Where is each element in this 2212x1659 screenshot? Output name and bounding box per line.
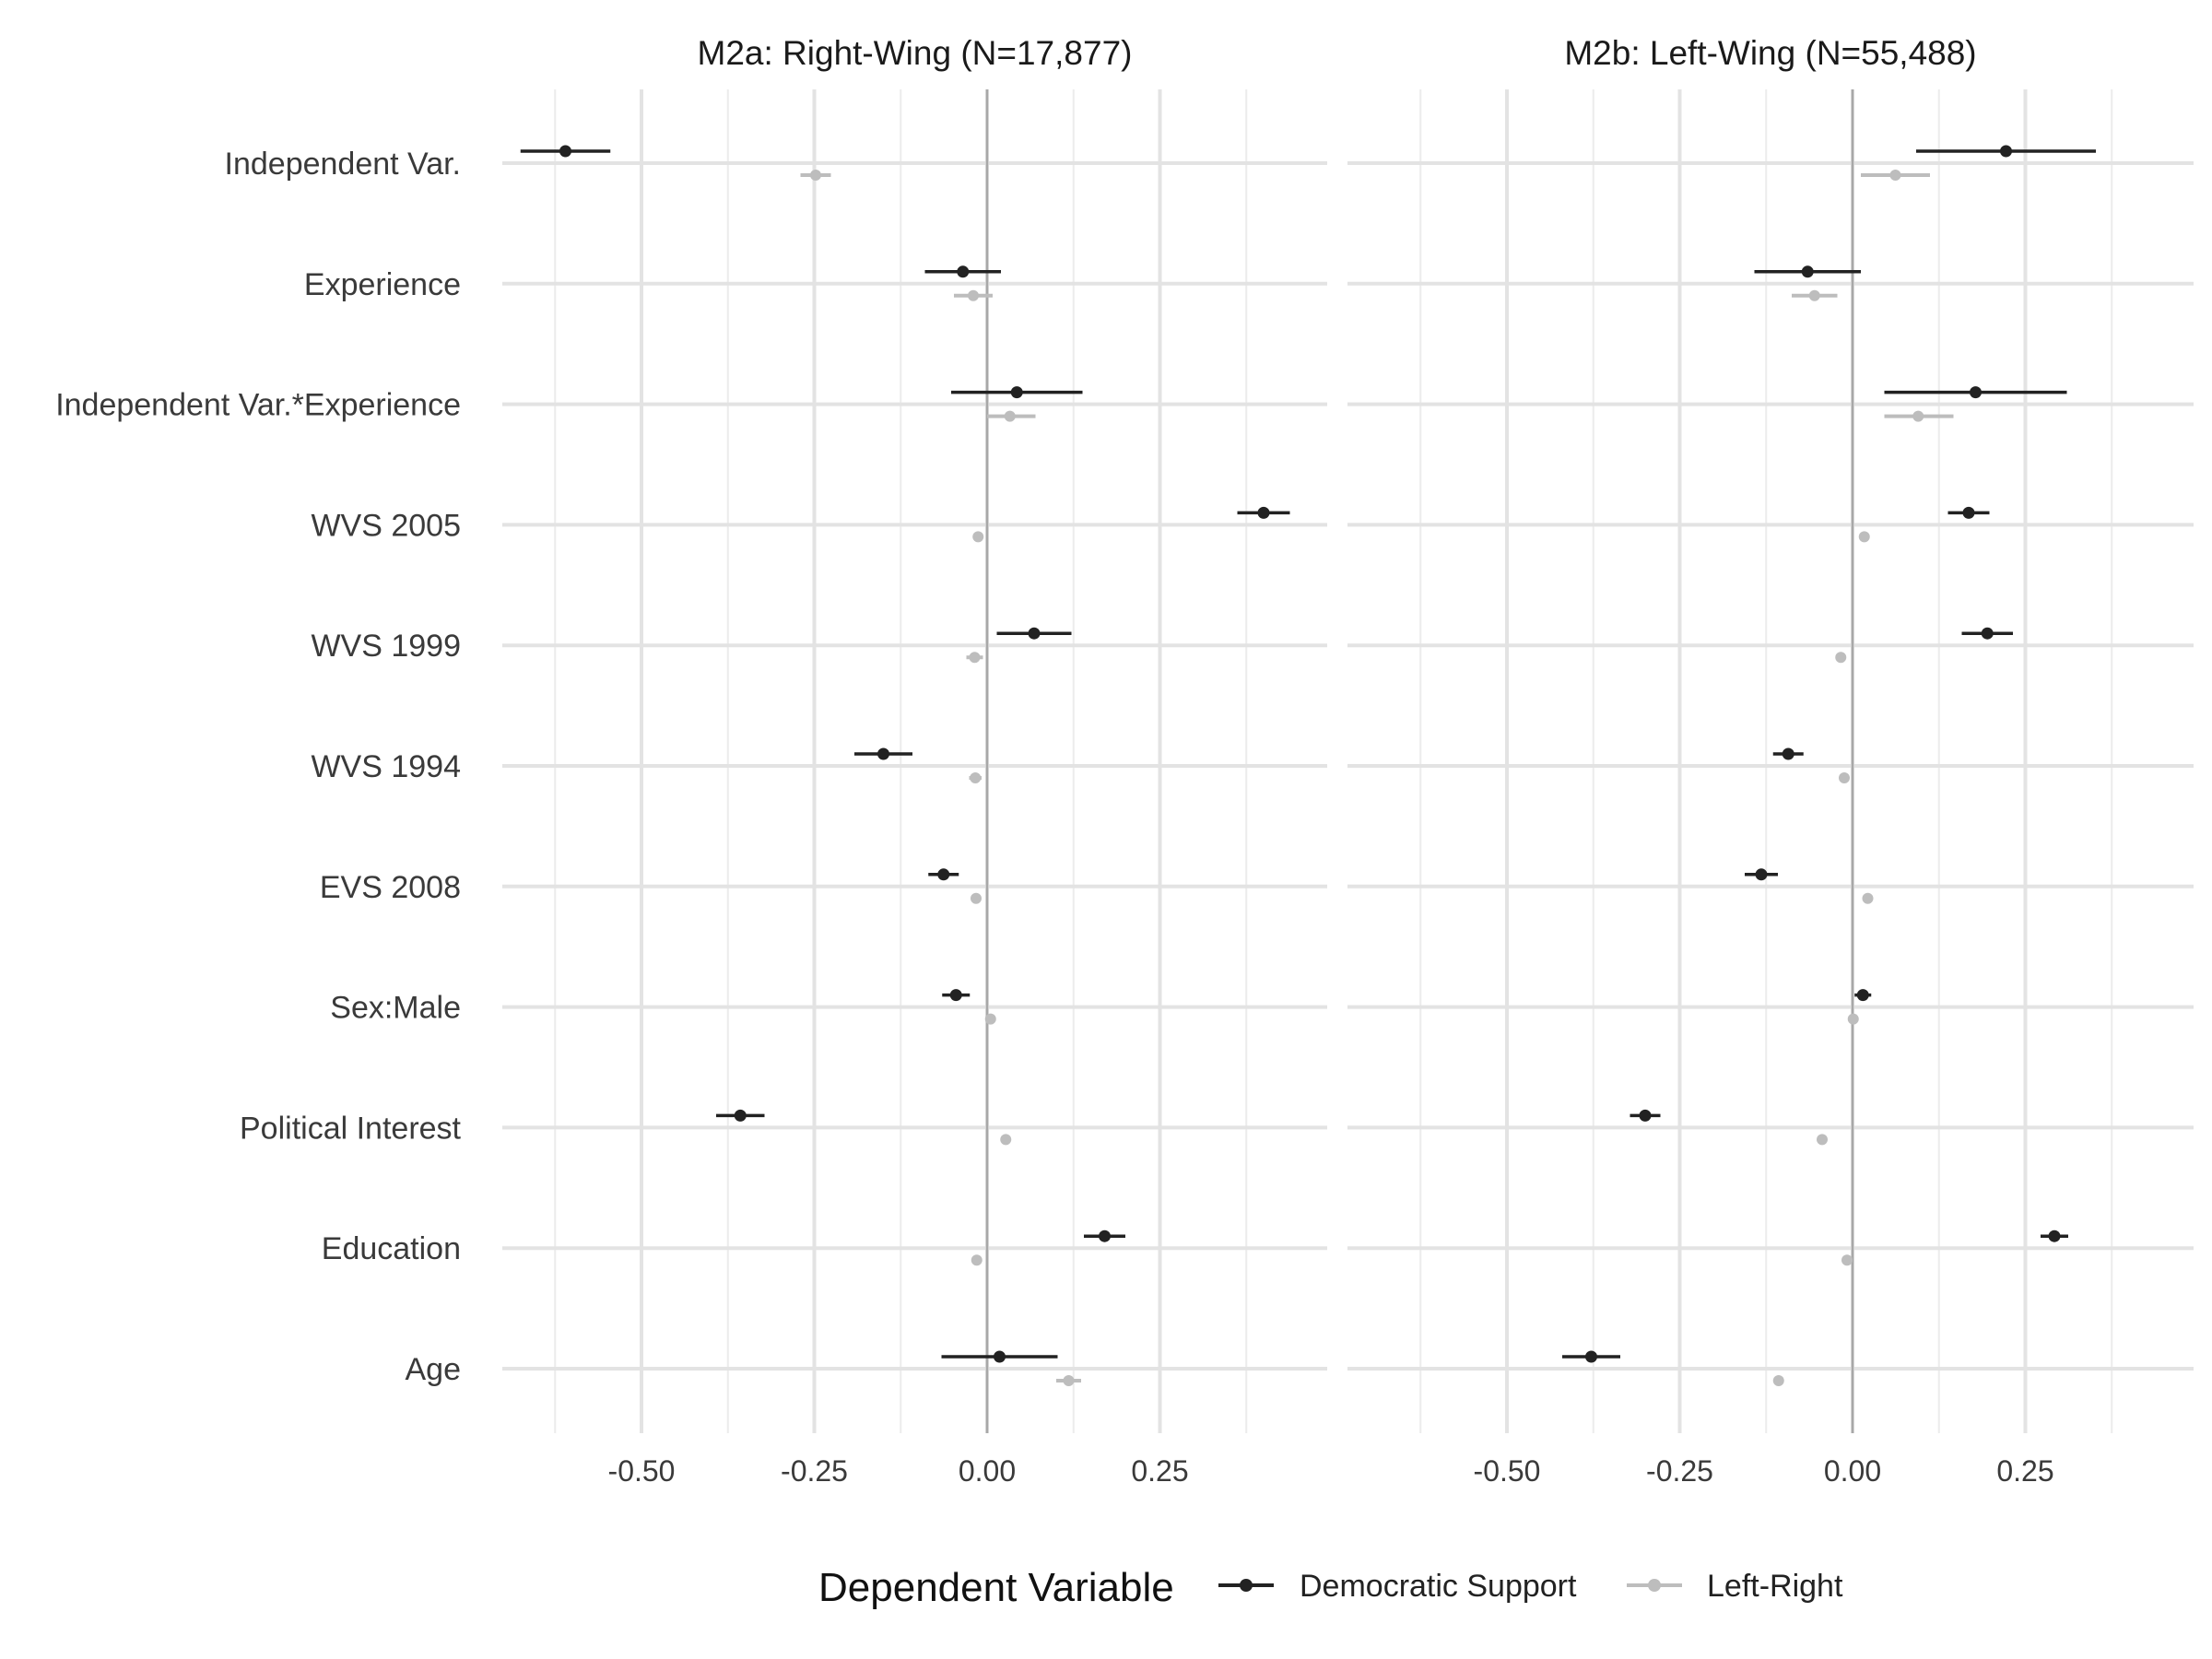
coefficient-point xyxy=(1010,386,1023,399)
coefficient-point xyxy=(2048,1230,2061,1242)
coefficient-point xyxy=(1063,1375,1075,1386)
coefficient-point xyxy=(968,289,979,301)
y-tick-label: WVS 1999 xyxy=(311,629,461,664)
coefficient-point xyxy=(994,1350,1006,1363)
coefficient-point xyxy=(972,531,984,543)
panel-title: M2a: Right-Wing (N=17,877) xyxy=(698,34,1133,72)
coefficient-point xyxy=(2000,145,2012,158)
coefficient-point xyxy=(1808,289,1820,301)
coefficient-point xyxy=(1841,1254,1853,1266)
x-tick-label: 0.00 xyxy=(959,1454,1016,1488)
coefficient-point xyxy=(559,145,571,158)
coefficient-point xyxy=(1858,531,1870,543)
coefficient-point xyxy=(1028,627,1041,640)
legend-item[interactable]: Democratic Support xyxy=(1218,1569,1577,1604)
x-tick-label: 0.25 xyxy=(1996,1454,2053,1488)
coefficient-point xyxy=(949,989,962,1002)
coefficient-point xyxy=(1839,772,1850,783)
coefficient-point xyxy=(1912,410,1924,422)
y-tick-label: Political Interest xyxy=(240,1111,462,1146)
coefficient-point xyxy=(984,1013,996,1025)
coefficient-point xyxy=(1889,170,1901,181)
y-tick-label: WVS 2005 xyxy=(311,508,461,543)
y-tick-label: Independent Var.*Experience xyxy=(55,388,461,423)
coefficient-point xyxy=(969,652,981,664)
coefficient-point xyxy=(971,892,982,904)
x-tick-label: 0.25 xyxy=(1131,1454,1188,1488)
coefficient-point xyxy=(1099,1230,1111,1242)
coefficient-point xyxy=(877,747,889,760)
coefficient-point xyxy=(937,868,950,881)
coefficient-point xyxy=(1585,1350,1597,1363)
coefficient-point xyxy=(1962,506,1975,519)
coefficient-point xyxy=(1835,652,1847,664)
coefficient-point xyxy=(1000,1134,1012,1146)
legend-label: Left-Right xyxy=(1707,1569,1843,1604)
coefficient-point xyxy=(1639,1109,1652,1122)
coefficient-point xyxy=(1817,1134,1828,1146)
coefficient-point xyxy=(1847,1013,1859,1025)
coefficient-point xyxy=(957,265,970,278)
coefficient-point xyxy=(1981,627,1994,640)
x-tick-label: -0.25 xyxy=(1646,1454,1713,1488)
legend-title: Dependent Variable xyxy=(818,1565,1174,1610)
y-tick-label: EVS 2008 xyxy=(320,870,461,905)
legend-key-point xyxy=(1648,1579,1661,1592)
y-tick-label: WVS 1994 xyxy=(311,749,461,784)
x-tick-label: 0.00 xyxy=(1824,1454,1881,1488)
coefficient-point xyxy=(1782,747,1794,760)
x-tick-label: -0.50 xyxy=(1474,1454,1541,1488)
coefficient-point xyxy=(810,170,821,181)
coefficient-point xyxy=(1862,892,1874,904)
coefficient-point xyxy=(1755,868,1768,881)
coefficient-point xyxy=(734,1109,747,1122)
coefficient-point xyxy=(1004,410,1016,422)
coefficient-point xyxy=(1801,265,1814,278)
x-tick-label: -0.50 xyxy=(608,1454,676,1488)
coefficient-point xyxy=(970,772,982,783)
legend-item[interactable]: Left-Right xyxy=(1627,1569,1843,1604)
coefficient-point xyxy=(1970,386,1982,399)
coefficient-point xyxy=(971,1254,982,1266)
y-tick-label: Experience xyxy=(304,267,461,302)
y-tick-label: Age xyxy=(406,1352,462,1387)
coefficient-point xyxy=(1856,989,1869,1002)
panel-title: M2b: Left-Wing (N=55,488) xyxy=(1564,34,1976,72)
legend-label: Democratic Support xyxy=(1300,1569,1577,1604)
legend-key-point xyxy=(1240,1579,1253,1592)
coefficient-point xyxy=(1257,506,1270,519)
y-tick-label: Independent Var. xyxy=(225,147,461,182)
x-tick-label: -0.25 xyxy=(781,1454,848,1488)
coefficient-point xyxy=(1772,1375,1784,1386)
y-tick-label: Sex:Male xyxy=(330,991,461,1026)
y-tick-label: Education xyxy=(322,1231,461,1266)
